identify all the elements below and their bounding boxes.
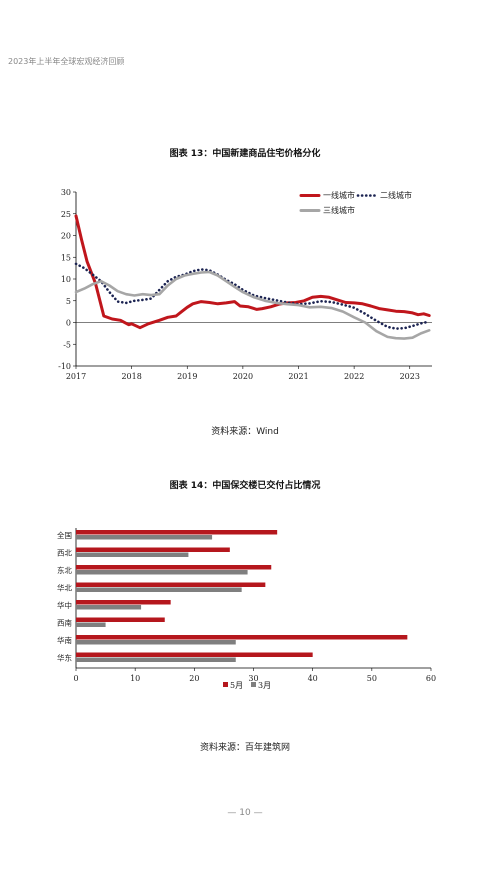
category-label: 华中 xyxy=(57,600,72,610)
legend-label-5yue: 5月 xyxy=(230,681,243,690)
category-label: 华北 xyxy=(57,583,72,593)
page-number: — 10 — xyxy=(227,808,263,818)
bar-5yue xyxy=(76,600,171,605)
y-tick-label: 15 xyxy=(61,253,71,262)
bar-3yue xyxy=(76,587,242,592)
legend-label-1: 一线城市 xyxy=(323,190,355,200)
bar-5yue xyxy=(76,530,278,535)
bar-5yue xyxy=(76,565,272,570)
series-line-2 xyxy=(74,262,431,330)
y-tick-label: -10 xyxy=(58,362,71,371)
y-tick-label: 25 xyxy=(61,210,71,219)
x-tick-label: 2022 xyxy=(344,372,364,381)
bar-5yue xyxy=(76,582,266,587)
figure-13-title: 图表 13：中国新建商品住宅价格分化 xyxy=(169,149,321,159)
series-line-3 xyxy=(74,270,431,340)
x-tick-label: 0 xyxy=(73,674,78,683)
legend-swatch-5yue xyxy=(223,682,228,687)
x-tick-label: 2021 xyxy=(288,372,308,381)
legend-label-3yue: 3月 xyxy=(258,681,271,690)
housing-price-line-chart: -10 -5 0 5 10 15 20 25 30 2017 2018 2019 2020 2021 202… xyxy=(58,188,432,381)
legend-swatch-3yue xyxy=(251,682,256,687)
bar-5yue xyxy=(76,635,408,640)
y-tick-label: 10 xyxy=(61,275,71,284)
bar-3yue xyxy=(76,657,236,662)
bar-3yue xyxy=(76,570,248,575)
y-tick-label: 30 xyxy=(61,188,71,197)
series-line-1 xyxy=(74,214,431,330)
x-tick-label: 2019 xyxy=(177,372,197,381)
y-tick-label: 0 xyxy=(66,319,71,328)
bar-3yue xyxy=(76,552,189,557)
category-label: 华东 xyxy=(57,653,72,663)
figure-14-title: 图表 14：中国保交楼已交付占比情况 xyxy=(169,481,321,491)
bar-5yue xyxy=(76,617,165,622)
category-label: 华南 xyxy=(57,635,72,645)
report-header: 2023年上半年全球宏观经济回顾 xyxy=(8,57,125,66)
x-tick-label: 50 xyxy=(367,674,377,683)
category-label: 西南 xyxy=(57,618,72,628)
figure-14-source: 资料来源：百年建筑网 xyxy=(199,743,290,753)
x-tick-label: 10 xyxy=(130,674,140,683)
legend-label-2: 二线城市 xyxy=(380,190,412,200)
bar-3yue xyxy=(76,605,142,610)
x-tick-label: 20 xyxy=(189,674,199,683)
category-label: 全国 xyxy=(57,530,72,540)
bar-5yue xyxy=(76,547,230,552)
y-tick-label: -5 xyxy=(63,340,71,349)
legend-label-3: 三线城市 xyxy=(323,205,355,215)
bar-3yue xyxy=(76,535,213,540)
x-tick-label: 2017 xyxy=(66,372,86,381)
x-tick-label: 2018 xyxy=(121,372,141,381)
bar-3yue xyxy=(76,640,236,645)
x-tick-label: 40 xyxy=(308,674,318,683)
x-tick-label: 2020 xyxy=(233,372,253,381)
bar-5yue xyxy=(76,652,313,657)
figure-13-source: 资料来源：Wind xyxy=(211,427,279,437)
x-tick-label: 30 xyxy=(248,674,258,683)
category-label: 东北 xyxy=(57,565,72,575)
bar-3yue xyxy=(76,622,106,627)
x-tick-label: 2023 xyxy=(400,372,420,381)
category-label: 西北 xyxy=(57,549,72,558)
y-tick-label: 20 xyxy=(61,232,71,241)
y-tick-label: 5 xyxy=(66,297,71,306)
x-tick-label: 60 xyxy=(426,674,436,683)
